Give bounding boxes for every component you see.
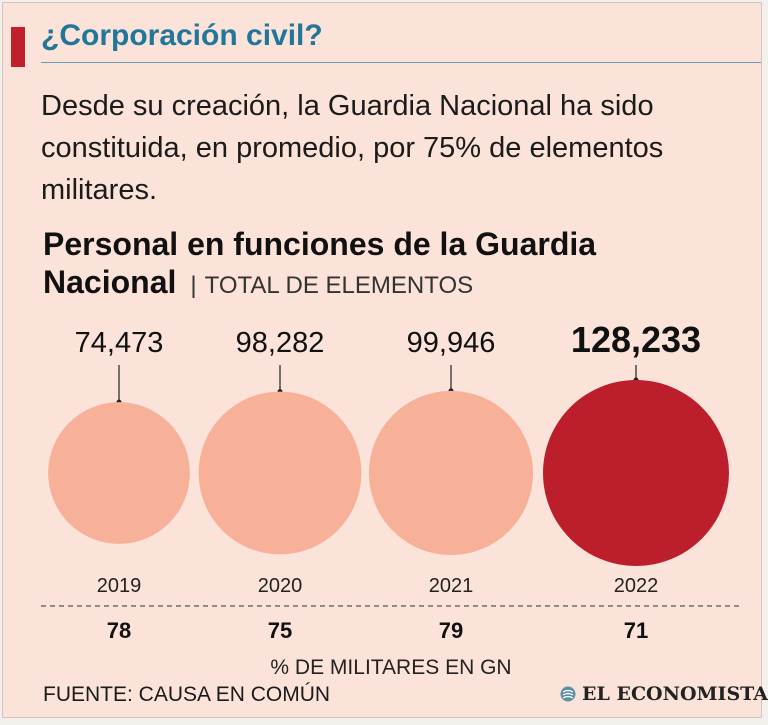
- intro-text: Desde su creación, la Guardia Nacional h…: [41, 90, 664, 206]
- year-label: 2021: [429, 575, 474, 597]
- military-pct-label: 79: [439, 618, 463, 643]
- value-label: 98,282: [236, 327, 325, 359]
- brand-logo-icon: [560, 686, 576, 702]
- secondary-axis-caption: % DE MILITARES EN GN: [270, 656, 511, 679]
- brand-name: EL ECONOMISTA: [582, 683, 768, 705]
- military-pct-label: 71: [624, 618, 648, 643]
- title-accent-bar: [11, 27, 25, 67]
- bubble-2019: [48, 402, 190, 544]
- military-pct-label: 78: [107, 618, 131, 643]
- source-note: FUENTE: CAUSA EN COMÚN: [43, 683, 331, 706]
- title-divider: [41, 62, 761, 63]
- headline: ¿Corporación civil?: [41, 19, 323, 52]
- chart-title-block: Personal en funciones de la Guardia Naci…: [43, 225, 723, 305]
- subtitle-separator: |: [190, 272, 197, 299]
- bubble-2020: [198, 391, 362, 555]
- year-label: 2019: [97, 575, 142, 597]
- chart-title: Personal en funciones de la Guardia Naci…: [43, 226, 597, 300]
- bubble-2022: [543, 380, 729, 566]
- chart-subtitle: TOTAL DE ELEMENTOS: [204, 272, 474, 299]
- value-label: 99,946: [407, 327, 496, 359]
- bubble-2021: [368, 390, 534, 556]
- military-pct-label: 75: [268, 618, 292, 643]
- year-label: 2020: [258, 575, 303, 597]
- brand: EL ECONOMISTA: [560, 683, 768, 705]
- chart-subtitle-block: | TOTAL DE ELEMENTOS: [190, 272, 473, 299]
- value-label: 74,473: [75, 327, 164, 359]
- year-label: 2022: [614, 575, 659, 597]
- bubble-chart: 74,473 2019 78 98,282 2020 75 99,946 2021 79 128,…: [41, 319, 741, 679]
- value-label: 128,233: [571, 319, 701, 360]
